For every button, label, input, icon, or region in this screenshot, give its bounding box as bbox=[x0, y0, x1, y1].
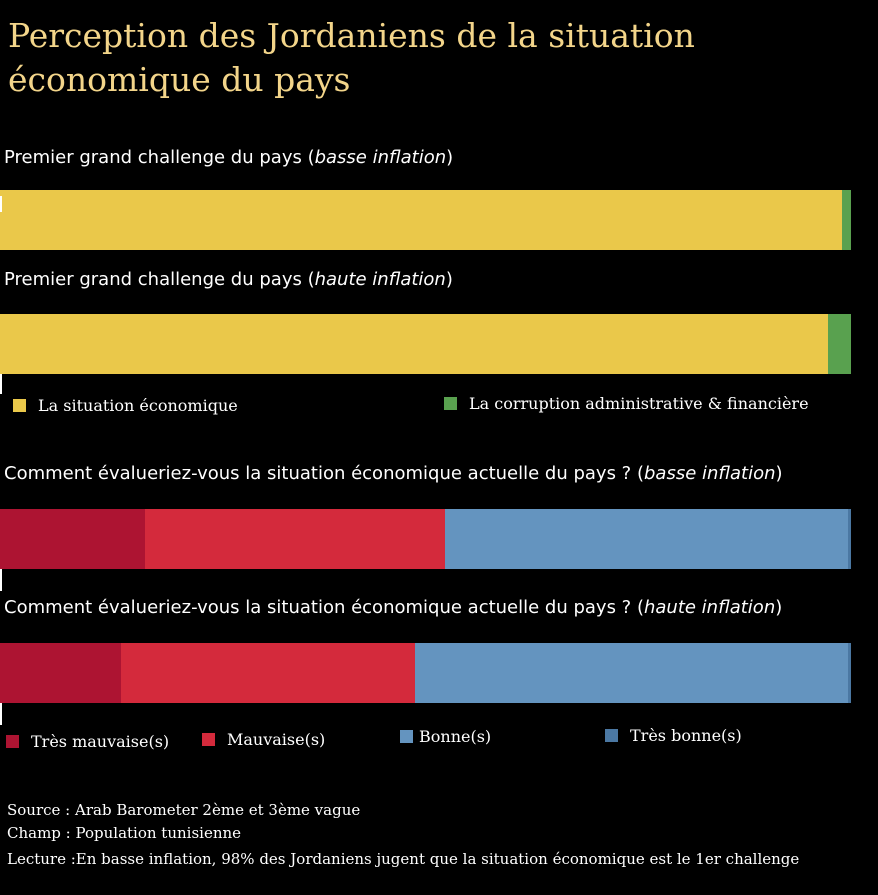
chart-4-label-prefix: Comment évalueriez-vous la situation éco… bbox=[4, 597, 644, 618]
bar-segment-tr-s-bonne-s bbox=[847, 509, 851, 569]
lecture-line: Lecture :En basse inflation, 98% des Jor… bbox=[7, 850, 800, 868]
legend-swatch bbox=[13, 399, 26, 412]
legend-swatch bbox=[400, 730, 413, 743]
chart-2-label-prefix: Premier grand challenge du pays ( bbox=[4, 269, 315, 290]
chart-1-label-prefix: Premier grand challenge du pays ( bbox=[4, 147, 315, 168]
legend-label: Bonne(s) bbox=[419, 727, 492, 746]
bar-segment-la-situation-conomique bbox=[0, 314, 829, 374]
legend-swatch bbox=[605, 729, 618, 742]
chart-4-bar bbox=[0, 643, 851, 703]
chart-4-label-italic: haute inflation bbox=[643, 597, 776, 618]
chart-3-label-italic: basse inflation bbox=[643, 463, 776, 484]
chart-3-label-prefix: Comment évalueriez-vous la situation éco… bbox=[4, 463, 644, 484]
legend-label: Mauvaise(s) bbox=[227, 730, 326, 749]
chart-4-label: Comment évalueriez-vous la situation éco… bbox=[4, 597, 782, 618]
legend-item-tres-bonne: Très bonne(s) bbox=[605, 726, 742, 745]
chart-title: Perception des Jordaniens de la situatio… bbox=[8, 16, 695, 99]
chart-2-axis-tick bbox=[0, 374, 2, 394]
bar-segment-tr-s-mauvaise-s bbox=[0, 643, 121, 703]
bar-segment-la-corruption-administrative-financi-re bbox=[828, 314, 851, 374]
legend-swatch bbox=[202, 733, 215, 746]
legend-label: Très mauvaise(s) bbox=[31, 732, 170, 751]
bar-segment-tr-s-mauvaise-s bbox=[0, 509, 145, 569]
legend-swatch bbox=[444, 397, 457, 410]
bar-segment-bonne-s bbox=[415, 643, 849, 703]
legend-item-mauvaise: Mauvaise(s) bbox=[202, 730, 325, 749]
legend-label: La corruption administrative & financièr… bbox=[469, 394, 809, 413]
chart-1-axis-tick bbox=[0, 196, 2, 212]
legend-item-tres-mauvaise: Très mauvaise(s) bbox=[6, 732, 169, 751]
source-line: Source : Arab Barometer 2ème et 3ème vag… bbox=[7, 801, 361, 819]
bar-segment-la-situation-conomique bbox=[0, 190, 843, 250]
chart-1-label: Premier grand challenge du pays (basse i… bbox=[4, 147, 453, 168]
bar-segment-tr-s-bonne-s bbox=[848, 643, 851, 703]
bar-segment-mauvaise-s bbox=[120, 643, 416, 703]
chart-3-label-suffix: ) bbox=[775, 463, 783, 484]
chart-4-axis-tick bbox=[0, 703, 2, 725]
bar-segment-la-corruption-administrative-financi-re bbox=[842, 190, 851, 250]
chart-1-label-italic: basse inflation bbox=[314, 147, 447, 168]
chart-3-bar bbox=[0, 509, 851, 569]
chart-1-label-suffix: ) bbox=[446, 147, 454, 168]
bar-segment-bonne-s bbox=[445, 509, 848, 569]
bar-segment-mauvaise-s bbox=[144, 509, 446, 569]
chart-2-bar bbox=[0, 314, 851, 374]
legend-swatch bbox=[6, 735, 19, 748]
chart-3-label: Comment évalueriez-vous la situation éco… bbox=[4, 463, 783, 484]
chart-2-label-suffix: ) bbox=[445, 269, 453, 290]
chart-2-label-italic: haute inflation bbox=[314, 269, 446, 290]
chart-3-axis-tick bbox=[0, 569, 2, 591]
legend-label: La situation économique bbox=[38, 396, 238, 415]
legend-label: Très bonne(s) bbox=[630, 726, 742, 745]
chart-1-bar bbox=[0, 190, 851, 250]
chart-4-label-suffix: ) bbox=[775, 597, 783, 618]
legend-item-corruption: La corruption administrative & financièr… bbox=[444, 394, 809, 413]
champ-line: Champ : Population tunisienne bbox=[7, 824, 242, 842]
chart-2-label: Premier grand challenge du pays (haute i… bbox=[4, 269, 453, 290]
legend-item-economic-situation: La situation économique bbox=[13, 396, 238, 415]
legend-item-bonne: Bonne(s) bbox=[400, 727, 491, 746]
